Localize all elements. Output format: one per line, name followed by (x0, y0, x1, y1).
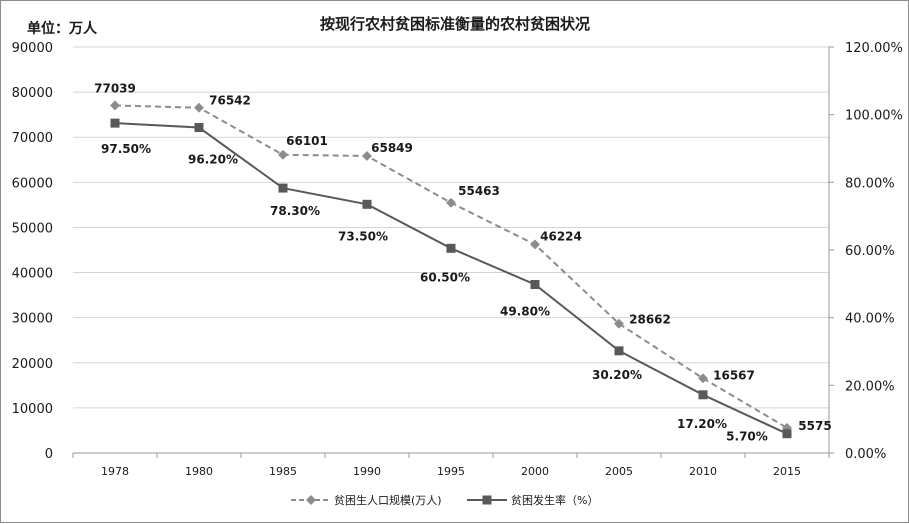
gridlines (73, 46, 829, 409)
rate-point (614, 346, 624, 356)
rate-data-label: 17.20% (677, 417, 727, 431)
x-axis-tick-label: 2010 (689, 465, 717, 478)
rate-point (530, 280, 540, 290)
rate-point (446, 243, 456, 253)
series-layer (110, 100, 792, 439)
rate-data-label: 60.50% (420, 270, 470, 284)
rate-point (110, 118, 120, 128)
rate-data-label: 96.20% (188, 153, 238, 167)
population-point (362, 150, 372, 161)
x-axis-tick-label: 1990 (353, 465, 381, 478)
left-axis-tick-label: 60000 (12, 176, 53, 191)
legend-rate-marker (482, 495, 492, 505)
legend-population-label: 贫困生人口规模(万人) (334, 493, 442, 507)
legend-rate-label: 贫困发生率（%） (511, 493, 598, 507)
x-axis-tick-label: 1995 (437, 465, 465, 478)
rate-data-label: 49.80% (500, 305, 550, 319)
x-axis-tick-label: 1985 (269, 465, 297, 478)
population-data-label: 76542 (209, 94, 251, 108)
right-axis-tick-label: 60.00% (845, 244, 895, 259)
right-axis-tick-label: 20.00% (845, 379, 895, 394)
population-point (446, 197, 456, 208)
population-data-label: 77039 (94, 81, 136, 95)
population-data-label: 46224 (540, 229, 582, 243)
data-labels: 77039 76542 66101 65849 55463 46224 28662 16567… (94, 81, 832, 443)
legend-item-rate: 贫困发生率（%） (467, 493, 598, 507)
population-point (194, 102, 204, 113)
left-axis-tick-label: 30000 (12, 312, 53, 327)
left-axis-tick-label: 80000 (12, 86, 53, 101)
population-data-label: 65849 (371, 141, 413, 155)
rate-point (278, 183, 288, 193)
rate-data-label: 78.30% (270, 204, 320, 218)
right-axis-tick-label: 120.00% (845, 41, 903, 56)
legend-population-marker (306, 495, 316, 505)
legend: 贫困生人口规模(万人) 贫困发生率（%） (291, 493, 598, 507)
population-point (614, 318, 624, 329)
population-data-label: 28662 (629, 313, 671, 327)
population-point (278, 149, 288, 160)
x-axis-tick-label: 1980 (185, 465, 213, 478)
rate-data-label: 5.70% (726, 430, 768, 444)
left-axis-tick-label: 40000 (12, 267, 53, 282)
population-data-label: 16567 (713, 368, 755, 382)
left-axis-tick-label: 10000 (12, 402, 53, 417)
population-point (698, 373, 708, 384)
population-data-label: 55463 (458, 184, 500, 198)
left-axis-tick-label: 70000 (12, 131, 53, 146)
right-axis-tick-label: 0.00% (845, 447, 886, 462)
right-axis-tick-label: 40.00% (845, 312, 895, 327)
left-axis-tick-label: 90000 (12, 41, 53, 56)
population-point (530, 239, 540, 250)
legend-item-population: 贫困生人口规模(万人) (291, 493, 442, 507)
right-axis-tick-label: 80.00% (845, 176, 895, 191)
rate-point (362, 199, 372, 209)
left-axis-tick-label: 0 (45, 447, 53, 462)
left-axis-tick-label: 50000 (12, 221, 53, 236)
right-axis-tick-label: 100.00% (845, 109, 903, 124)
x-axis-tick-label: 2005 (605, 465, 633, 478)
rate-point (698, 390, 708, 400)
unit-label: 单位：万人 (27, 20, 98, 37)
x-axis-tick-label: 2000 (521, 465, 549, 478)
x-axis-tick-label: 2015 (773, 465, 801, 478)
population-data-label: 66101 (286, 134, 328, 148)
chart-title: 按现行农村贫困标准衡量的农村贫困状况 (320, 15, 590, 33)
axes: 0 10000 20000 30000 40000 50000 60000 70000 8000… (12, 41, 903, 478)
rate-data-label: 30.20% (592, 368, 642, 382)
rate-point (194, 123, 204, 133)
rate-data-label: 73.50% (338, 229, 388, 243)
x-axis-tick-label: 1978 (101, 465, 129, 478)
rate-data-label: 97.50% (101, 142, 151, 156)
left-axis-tick-label: 20000 (12, 357, 53, 372)
population-data-label: 5575 (798, 419, 831, 433)
population-point (110, 100, 120, 111)
rate-point (782, 429, 792, 439)
